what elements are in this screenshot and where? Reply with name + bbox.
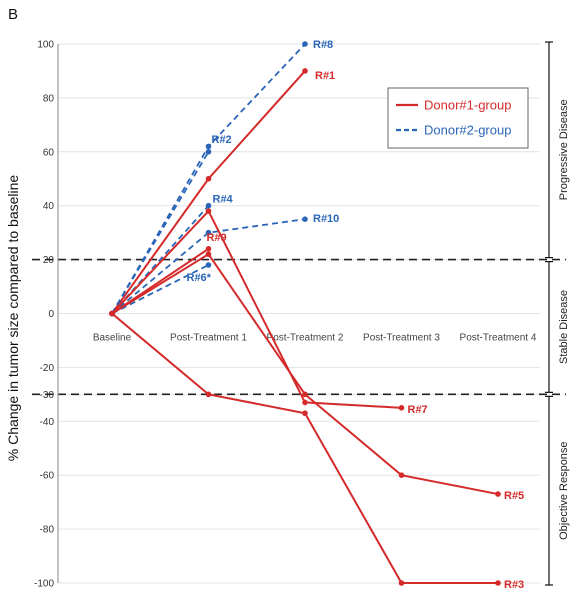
series-label: R#2 [212, 134, 232, 146]
data-point [205, 208, 212, 214]
data-point [205, 202, 212, 209]
data-point [302, 41, 308, 47]
y-axis-label: % Change in tumor size compared to basel… [5, 175, 21, 462]
y-tick-label: 80 [43, 93, 55, 104]
series-label: R#10 [313, 213, 339, 225]
y-tick-label: 20 [43, 255, 55, 266]
threshold-lines [32, 258, 566, 396]
data-point [495, 491, 501, 497]
data-point [302, 68, 308, 74]
series-line [111, 312, 498, 584]
region-label: Progressive Disease [558, 99, 570, 200]
data-point [205, 175, 212, 182]
data-point [205, 143, 212, 150]
region-label: Objective Response [558, 441, 570, 539]
y-tick-label: -20 [40, 363, 55, 374]
series-label: R#6* [187, 272, 212, 284]
response-regions: Progressive Disease Stable Disease Objecti… [545, 41, 570, 586]
y-tick-label: -60 [40, 471, 55, 482]
series-labels: R#8 R#1 R#2 R#4 R#10 R#9 R#6* R#7 R#5 R#3 [187, 39, 525, 591]
data-point [205, 149, 212, 155]
data-point [398, 580, 405, 586]
y-tick-label: -100 [34, 579, 54, 590]
series-label: R#4 [213, 194, 234, 206]
data-point [205, 229, 212, 236]
y-tick-labels: 100 80 60 40 20 0 -20 -30 -40 -60 -80 -100 [34, 40, 54, 590]
panel-label: B [8, 6, 18, 23]
series-lines [109, 41, 501, 586]
x-tick-labels: Baseline Post-Treatment 1 Post-Treatment 2… [93, 333, 537, 344]
data-point [205, 262, 212, 268]
series-line [111, 209, 402, 409]
series-label: R#3 [504, 579, 524, 591]
y-tick-label: -30 [40, 390, 55, 401]
series-line [111, 252, 499, 496]
data-point [302, 410, 308, 417]
x-tick-label: Post-Treatment 4 [460, 333, 537, 344]
series-label: R#1 [315, 70, 335, 82]
legend-box [387, 87, 529, 149]
data-point [205, 251, 212, 258]
y-tick-label: 0 [48, 309, 54, 320]
legend-label: Donor#1-group [424, 98, 511, 113]
data-point [398, 405, 405, 411]
series-line [111, 264, 209, 315]
x-tick-label: Post-Treatment 3 [363, 333, 440, 344]
data-point [495, 580, 501, 586]
series-label: R#8 [313, 39, 333, 51]
data-point [398, 472, 405, 479]
region-label: Stable Disease [558, 290, 570, 364]
data-point [302, 399, 308, 406]
series-label: R#7 [408, 404, 428, 416]
y-tick-label: -80 [40, 525, 55, 536]
series-line [111, 151, 210, 314]
data-point [205, 246, 212, 252]
y-tick-label: -40 [40, 417, 55, 428]
data-point [109, 310, 115, 317]
data-point [302, 216, 308, 222]
x-tick-label: Baseline [93, 333, 132, 344]
series-label: R#9 [207, 232, 227, 244]
data-point [302, 391, 308, 398]
x-tick-label: Post-Treatment 1 [170, 333, 247, 344]
series-label: R#5 [504, 490, 524, 502]
y-tick-label: 40 [43, 201, 55, 212]
legend: Donor#1-group Donor#2-group [387, 87, 529, 149]
legend-label: Donor#2-group [424, 123, 511, 138]
x-tick-label: Post-Treatment 2 [267, 333, 344, 344]
data-point [205, 391, 212, 398]
y-tick-label: 60 [43, 147, 55, 158]
y-tick-label: 100 [37, 40, 54, 51]
